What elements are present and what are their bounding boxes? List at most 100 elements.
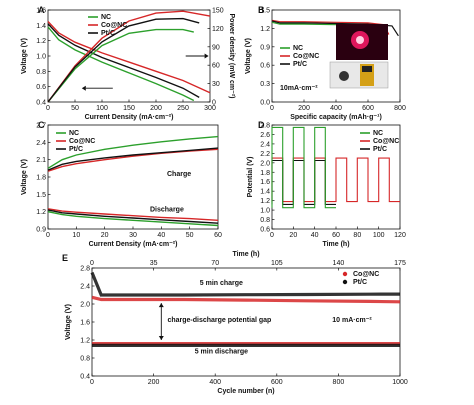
y-tick-label: 1.2 xyxy=(260,198,270,205)
x-tick-label: 50 xyxy=(186,232,194,239)
battery-cell xyxy=(339,71,349,81)
power-curve-NC xyxy=(47,28,194,103)
panel-label-c: C xyxy=(38,120,45,130)
legend-label: Co@NC xyxy=(69,138,95,145)
x-tick-label: 0 xyxy=(46,105,50,112)
y-tick-label: 2.0 xyxy=(260,160,270,167)
y-tick-label: 0.4 xyxy=(36,100,46,107)
discharge-annotation: 5 min discharge xyxy=(195,349,248,356)
y-tick-label: 2.8 xyxy=(80,266,90,273)
legend-label: Co@NC xyxy=(101,22,127,29)
x2-tick-label: 140 xyxy=(333,260,345,267)
power-curve-Pt/C xyxy=(47,17,200,103)
panel-a: A 0 50 100 150 200 250 3000.40.60.81.01.21.41.… xyxy=(21,5,235,121)
y-tick-label: 1.8 xyxy=(36,175,46,182)
panel-c: C 0 10 20 30 40 50 60 0.9 1.2 1.5 1.8 2.1 2.4 2.7 Curr… xyxy=(21,120,222,248)
y-tick-label: 1.2 xyxy=(80,338,90,345)
legend-label: NC xyxy=(69,130,79,137)
cycling-curve-NC xyxy=(271,126,336,209)
y-tick-label: 0.3 xyxy=(260,81,270,88)
y2-tick-label: 120 xyxy=(212,26,224,33)
y-tick-label: 2.2 xyxy=(260,151,270,158)
charge-curve-Pt/C xyxy=(47,147,219,171)
y-tick-label: 1.2 xyxy=(36,38,46,45)
panel-c-plot: 0 10 20 30 40 50 60 0.9 1.2 1.5 1.8 2.1 2.4 2.7 Curren… xyxy=(21,123,222,249)
gap-arrow-head-down xyxy=(158,336,164,340)
x-tick-label: 0 xyxy=(270,105,274,112)
discharge-curve-Pt/C xyxy=(47,209,219,224)
y-tick-label: 1.4 xyxy=(36,23,46,30)
discharge-curve-Co@NC xyxy=(47,208,219,221)
y-tick-label: 0.9 xyxy=(260,44,270,51)
y-tick-label: 0.6 xyxy=(260,63,270,70)
y-tick-label: 0.9 xyxy=(36,227,46,234)
y-tick-label: 2.8 xyxy=(260,123,270,130)
y-tick-label: 1.0 xyxy=(36,54,46,61)
polarization-curve-NC xyxy=(47,26,195,102)
panel-e-plot: 0 200 400 600 800 1000 0.4 0.8 1.2 1.6 2.0 2.4 2.8 Cy… xyxy=(65,251,408,395)
y-tick-label: 1.2 xyxy=(260,26,270,33)
x-tick-label: 400 xyxy=(330,105,342,112)
x-tick-label: 200 xyxy=(148,379,160,386)
charge-band-Co@NC xyxy=(91,295,401,304)
discharge-curve-Pt/C xyxy=(271,20,399,37)
y-tick-label: 1.6 xyxy=(36,8,46,15)
charge-annotation: 5 min charge xyxy=(200,280,243,287)
x-axis-label: Cycle number (n) xyxy=(217,388,274,395)
y-tick-label: 1.8 xyxy=(260,170,270,177)
legend-label: Pt/C xyxy=(373,146,387,153)
x2-tick-label: 35 xyxy=(150,260,158,267)
y-tick-label: 1.5 xyxy=(36,192,46,199)
legend-marker xyxy=(342,271,348,277)
y-tick-label: 0.8 xyxy=(80,356,90,363)
panel-b: B 0 200 400 600 800 0.0 0.3 0.6 0.9 1.2 1.5 Specifi… xyxy=(245,5,406,121)
legend-label: Pt/C xyxy=(101,30,115,37)
y-tick-label: 2.4 xyxy=(36,140,46,147)
legend-label: Pt/C xyxy=(69,146,83,153)
x-tick-label: 400 xyxy=(209,379,221,386)
x-tick-label: 200 xyxy=(298,105,310,112)
led-core xyxy=(356,36,364,44)
legend-label: NC xyxy=(373,130,383,137)
x2-axis-label: Time (h) xyxy=(232,251,259,258)
panel-label-d: D xyxy=(258,120,265,130)
y-axis-label: Voltage (V) xyxy=(21,159,28,195)
x-tick-label: 300 xyxy=(204,105,216,112)
y2-axis-label: Power density (mW cm⁻²) xyxy=(228,14,235,99)
panel-a-plot: 0 50 100 150 200 250 3000.40.60.81.01.21.41.6C… xyxy=(21,8,235,122)
x-tick-label: 120 xyxy=(394,232,406,239)
x-tick-label: 800 xyxy=(394,105,406,112)
panel-d-plot: 0 20 40 60 80 100 120 0.6 0.8 1.0 1.2 1.4 1.6 1.8 2.0 2… xyxy=(247,123,406,249)
multimeter-display xyxy=(362,66,372,72)
y-tick-label: 1.5 xyxy=(260,8,270,15)
current-density-annotation: 10mA·cm⁻² xyxy=(280,85,318,92)
x-tick-label: 0 xyxy=(90,379,94,386)
x-tick-label: 800 xyxy=(333,379,345,386)
y2-tick-label: 0 xyxy=(212,100,216,107)
x2-tick-label: 70 xyxy=(211,260,219,267)
y-tick-label: 1.6 xyxy=(260,179,270,186)
y2-tick-label: 150 xyxy=(212,8,224,15)
x-tick-label: 20 xyxy=(101,232,109,239)
legend-label: NC xyxy=(293,45,303,52)
y-tick-label: 0.4 xyxy=(80,374,90,381)
x-tick-label: 40 xyxy=(157,232,165,239)
panel-d: D 0 20 40 60 80 100 120 0.6 0.8 1.0 1.2 1.4 1.6 1.8 2.… xyxy=(247,120,406,248)
x-tick-label: 20 xyxy=(289,232,297,239)
legend-label: NC xyxy=(101,14,111,21)
legend-marker xyxy=(342,279,348,285)
y-tick-label: 2.6 xyxy=(260,132,270,139)
panel-e: E 0 200 400 600 800 1000 0.4 0.8 1.2 1.6 2.0 2.4 2.8… xyxy=(62,251,408,395)
charge-curve-NC xyxy=(47,135,219,169)
y-tick-label: 0.6 xyxy=(260,227,270,234)
x-tick-label: 30 xyxy=(129,232,137,239)
y-tick-label: 2.7 xyxy=(36,123,46,130)
y-tick-label: 0.6 xyxy=(36,84,46,91)
x-tick-label: 100 xyxy=(96,105,108,112)
power-curve-Co@NC xyxy=(47,10,211,103)
y-tick-label: 1.2 xyxy=(36,209,46,216)
legend-label: Co@NC xyxy=(353,271,379,278)
x-axis-label: Current Density (mA·cm⁻²) xyxy=(85,114,174,121)
x-axis-label: Time (h) xyxy=(322,241,349,248)
cycling-curve-Co@NC xyxy=(271,157,400,203)
